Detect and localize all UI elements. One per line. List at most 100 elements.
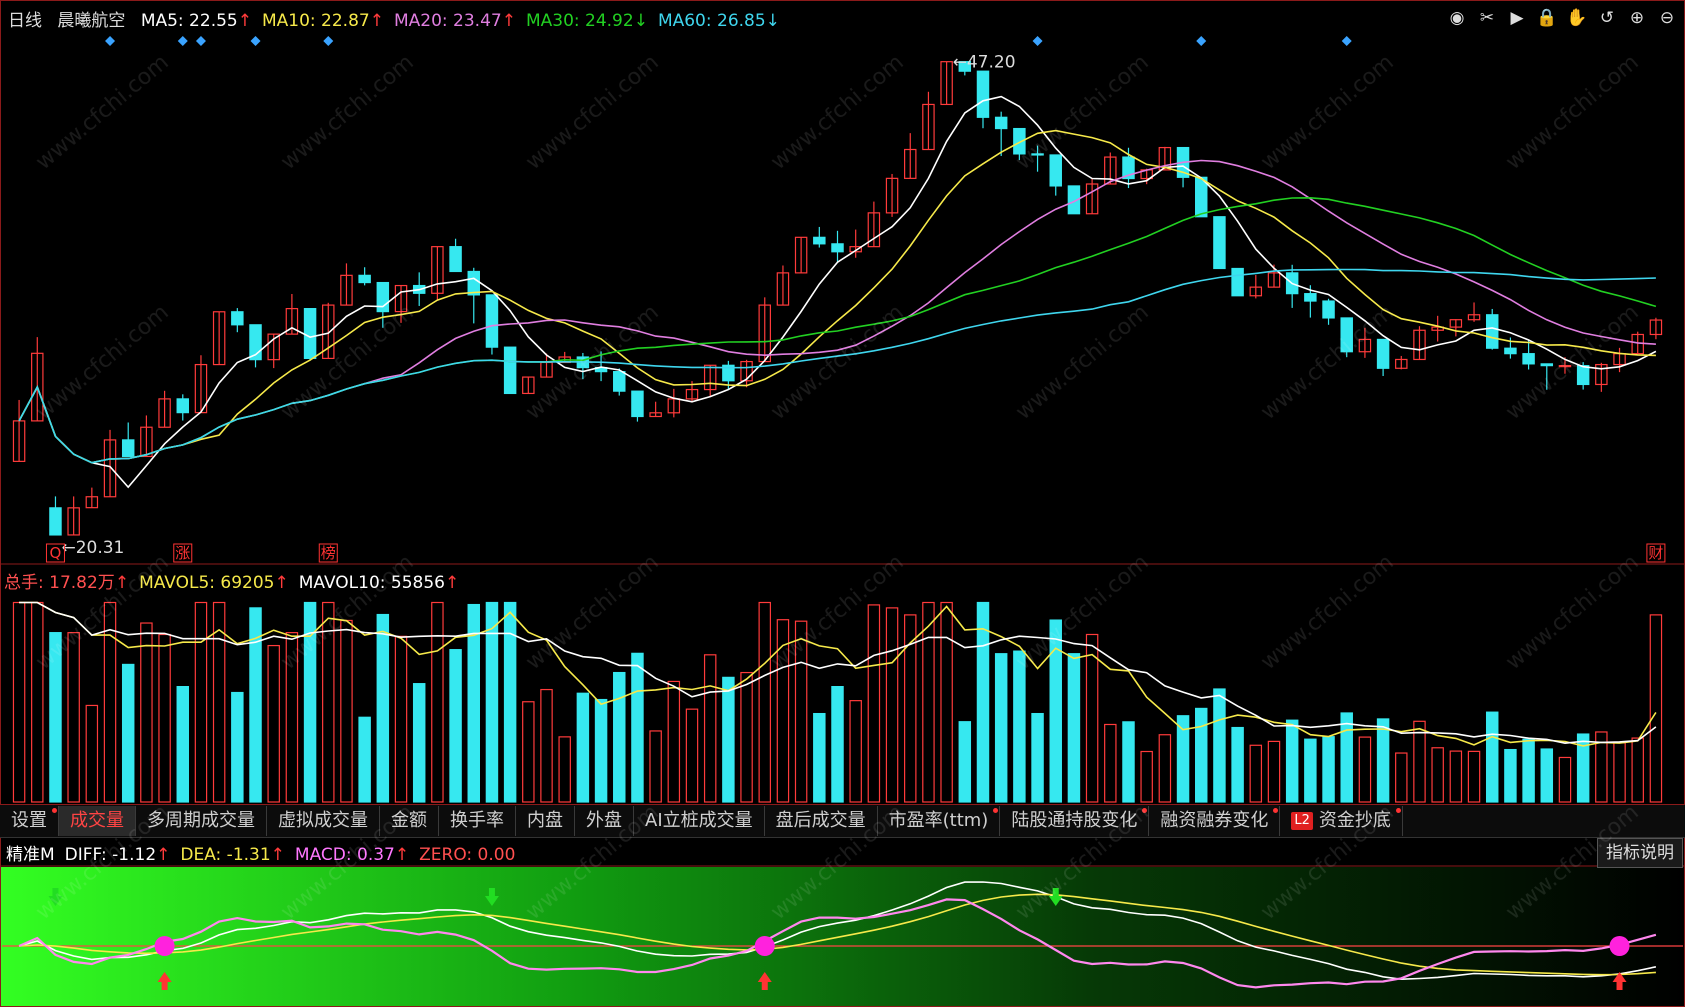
legend-item: MA5: 22.55↑ <box>141 11 252 31</box>
volume-bar <box>158 633 171 803</box>
volume-bar <box>1431 747 1444 803</box>
tab-3[interactable]: 虚拟成交量 <box>267 806 380 836</box>
tab-2[interactable]: 多周期成交量 <box>136 806 267 836</box>
period-label[interactable]: 日线 <box>8 11 42 31</box>
tab-0[interactable]: 设置 <box>0 806 59 836</box>
tab-13[interactable]: L2 资金抄底 <box>1280 806 1403 836</box>
tab-8[interactable]: AI立桩成交量 <box>634 806 765 836</box>
undo-icon[interactable]: ↺ <box>1599 8 1615 28</box>
candle-body <box>1522 353 1535 365</box>
play-icon[interactable]: ▶ <box>1510 8 1524 28</box>
tab-notify-dot <box>993 808 999 813</box>
candle-body <box>212 311 226 366</box>
candle-body <box>303 308 317 360</box>
volume-bar <box>1104 723 1117 803</box>
candle-body <box>67 507 80 536</box>
volume-bar <box>558 736 571 803</box>
candle-body <box>1213 216 1226 270</box>
candle-body <box>449 246 462 273</box>
tab-label: 内盘 <box>527 810 563 831</box>
zoom-in-icon[interactable]: ⊕ <box>1629 8 1645 28</box>
tab-label: 陆股通持股变化 <box>1011 810 1138 831</box>
zhang-marker: 涨 <box>175 544 190 562</box>
legend-value: MA5: 22.55 <box>140 11 238 31</box>
tab-12[interactable]: 融资融券变化 <box>1149 806 1281 836</box>
indicator-explain-button[interactable]: 指标说明 <box>1597 838 1683 868</box>
candle-body <box>1194 176 1208 218</box>
volume-bar <box>212 601 226 803</box>
lock-icon[interactable]: 🔒 <box>1536 8 1558 28</box>
volume-bar <box>1413 720 1426 803</box>
tab-11[interactable]: 陆股通持股变化 <box>1000 806 1150 836</box>
candle-body <box>176 398 190 414</box>
bang-marker-box <box>318 543 338 563</box>
cai-marker-box <box>1646 543 1666 563</box>
volume-bar <box>1631 737 1644 803</box>
tab-1[interactable]: 成交量 <box>59 806 136 836</box>
eye-icon[interactable]: ◉ <box>1449 8 1465 28</box>
legend-value: MACD: 0.37 <box>294 845 395 865</box>
candle-body <box>1322 300 1335 319</box>
l2-badge: L2 <box>1291 812 1313 830</box>
arrow-up-icon: ↑ <box>156 845 171 865</box>
mavol10-line <box>19 601 1657 745</box>
volume-bar <box>1085 633 1099 803</box>
candle-body <box>994 116 1008 130</box>
tab-label: 换手率 <box>450 810 504 831</box>
macd-line <box>18 898 1657 989</box>
volume-bar <box>1358 736 1372 803</box>
volume-bar <box>1376 718 1390 803</box>
volume-bar <box>540 688 553 803</box>
candle-body <box>922 103 935 151</box>
tab-label: 融资融券变化 <box>1160 810 1269 831</box>
candle-body <box>358 274 371 284</box>
hand-icon[interactable]: ✋ <box>1566 8 1588 28</box>
golden-cross-dot <box>754 936 775 956</box>
buy-arrow-icon <box>157 972 172 990</box>
volume-bar <box>1485 711 1499 803</box>
candle-body <box>103 439 117 498</box>
volume-bar <box>1158 734 1172 803</box>
ma10-line <box>18 129 1656 464</box>
volume-bar <box>303 601 317 803</box>
tab-10[interactable]: 市盈率(ttm) <box>878 806 1001 836</box>
candle-body <box>1267 272 1281 288</box>
volume-bar <box>1340 712 1353 803</box>
tab-4[interactable]: 金额 <box>380 806 439 836</box>
volume-bar <box>849 700 862 803</box>
volume-bar <box>85 704 99 803</box>
zoom-out-icon[interactable]: ⊖ <box>1659 8 1675 28</box>
legend-value: 精准M <box>6 845 55 865</box>
legend-value: DEA: -1.31 <box>180 845 271 865</box>
candle-body <box>813 236 826 245</box>
volume-bar <box>1122 721 1135 803</box>
tab-6[interactable]: 内盘 <box>516 806 575 836</box>
cross-icon[interactable]: ✂ <box>1479 8 1495 28</box>
legend-item: DEA: -1.31↑ <box>180 845 285 865</box>
buy-arrow-icon <box>757 972 772 990</box>
legend-item: MA30: 24.92↓ <box>526 11 648 31</box>
signal-diamond <box>105 36 116 46</box>
volume-bar <box>594 698 608 803</box>
candle-body <box>85 496 99 509</box>
volume-bar <box>340 619 353 803</box>
golden-cross-dot <box>154 936 175 956</box>
candle-body <box>503 346 517 395</box>
volume-bar <box>1285 719 1299 803</box>
volume-bar <box>67 632 80 803</box>
volume-bar <box>1467 750 1481 803</box>
tab-label: 虚拟成交量 <box>278 810 368 831</box>
candle-body <box>1049 154 1062 187</box>
legend-item: ZERO: 0.00 <box>419 845 515 865</box>
volume-bar <box>1049 619 1062 803</box>
candle-body <box>867 212 881 248</box>
tab-7[interactable]: 外盘 <box>575 806 634 836</box>
tab-5[interactable]: 换手率 <box>439 806 516 836</box>
tab-9[interactable]: 盘后成交量 <box>765 806 878 836</box>
arrow-down-icon: ↓ <box>633 11 648 31</box>
volume-bar <box>267 644 280 803</box>
legend-item: MA60: 26.85↓ <box>658 11 780 31</box>
volume-bar <box>613 671 626 803</box>
volume-bar <box>285 632 299 803</box>
